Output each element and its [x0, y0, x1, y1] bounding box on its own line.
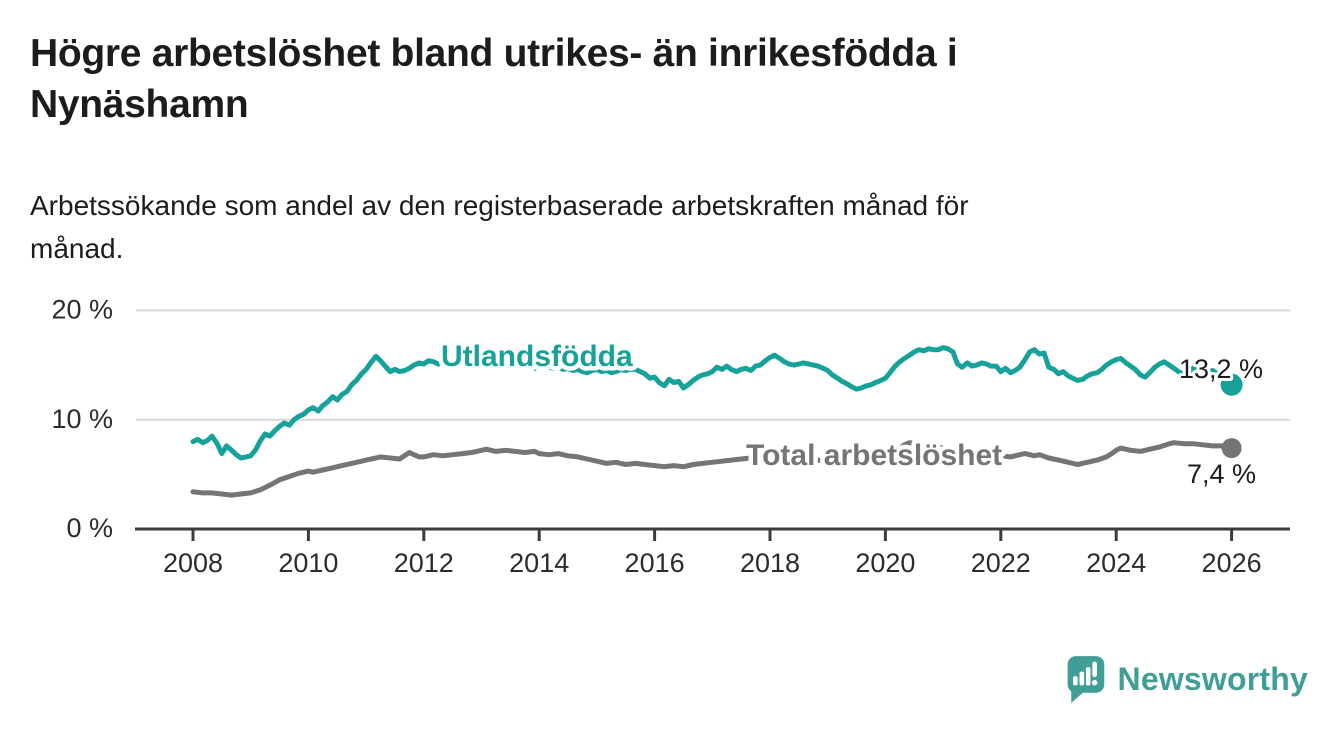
y-axis-label-20: 20 %	[51, 295, 113, 325]
brand-name: Newsworthy	[1117, 660, 1308, 697]
series-end-dot-utlandsfodda	[1220, 373, 1243, 396]
series-line-utlandsfodda	[190, 345, 1235, 461]
brand-footer: Newsworthy	[1063, 654, 1308, 704]
x-axis-label-2026: 2026	[1202, 548, 1262, 578]
x-axis-label-2016: 2016	[625, 548, 685, 578]
x-axis-label-2008: 2008	[163, 548, 223, 578]
series-end-dot-total	[1221, 438, 1242, 459]
x-axis-label-2010: 2010	[278, 548, 338, 578]
series-label-utlandsfodda: Utlandsfödda	[441, 340, 633, 373]
x-axis-label-2018: 2018	[740, 548, 800, 578]
x-axis-label-2020: 2020	[855, 548, 915, 578]
page-subtitle-line1: Arbetssökande som andel av den registerb…	[30, 190, 969, 221]
line-chart-canvas: 0 % 10 % 20 % 2008 2010 2012 2014 2016 2018 2020 2…	[51, 295, 1290, 578]
page-title-line1: Högre arbetslöshet bland utrikes- än inr…	[30, 32, 958, 75]
series-line-total	[190, 440, 1235, 498]
line-chart: 0 % 10 % 20 % 2008 2010 2012 2014 2016 2018 2020 2…	[0, 280, 1340, 610]
x-axis-label-2024: 2024	[1086, 548, 1146, 578]
newsworthy-logo-icon	[1067, 656, 1104, 703]
page-title-line2: Nynäshamn	[30, 83, 249, 126]
end-value-label-total: 7,4 %	[1187, 459, 1256, 489]
y-axis-label-10: 10 %	[51, 404, 113, 434]
y-axis-label-0: 0 %	[66, 513, 113, 543]
x-axis-label-2014: 2014	[509, 548, 569, 578]
x-axis-label-2012: 2012	[394, 548, 454, 578]
end-value-label-utlandsfodda: 13,2 %	[1179, 354, 1263, 384]
series-label-total: Total arbetslöshet	[746, 439, 1002, 472]
x-axis-label-2022: 2022	[971, 548, 1031, 578]
page-subtitle-line2: månad.	[30, 233, 124, 264]
page-title: Högre arbetslöshet bland utrikes- än inr…	[30, 28, 1230, 130]
page-subtitle: Arbetssökande som andel av den registerb…	[30, 184, 1230, 270]
